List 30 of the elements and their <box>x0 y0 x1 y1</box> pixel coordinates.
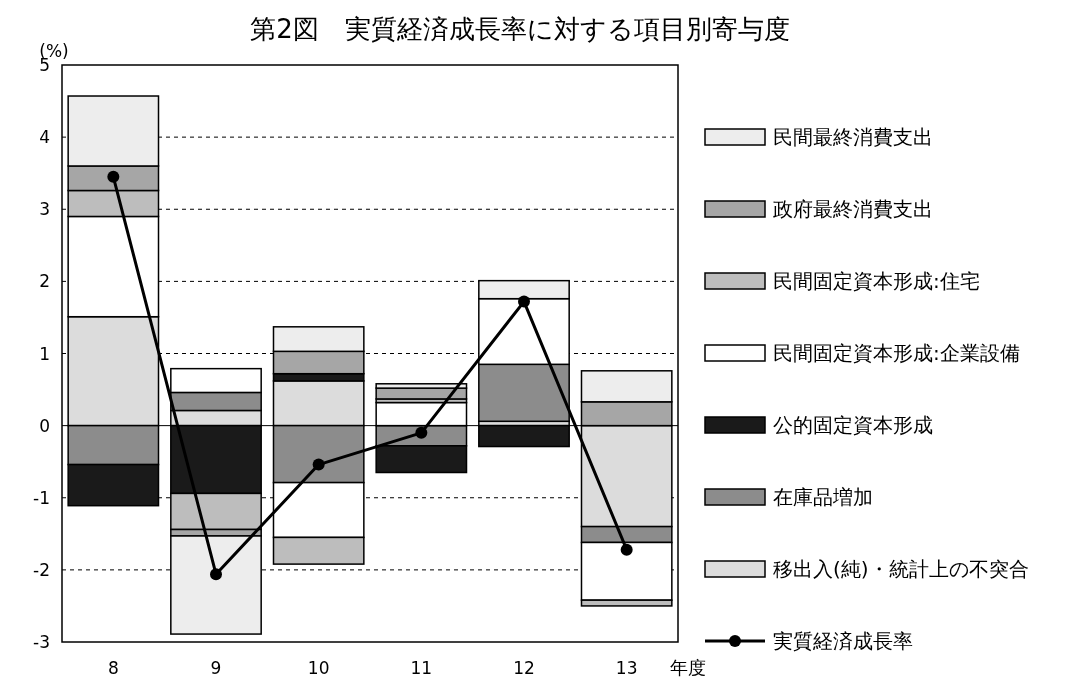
legend-label: 公的固定資本形成 <box>773 413 933 437</box>
legend-label: 実質経済成長率 <box>773 629 913 653</box>
x-tick-label: 11 <box>410 658 433 678</box>
y-tick-label: 0 <box>39 415 50 436</box>
legend-label: 民間固定資本形成:企業設備 <box>773 341 1020 365</box>
y-tick-label: -3 <box>33 632 50 652</box>
y-tick-label: -2 <box>33 559 50 580</box>
x-tick-label: 13 <box>615 658 638 678</box>
y-tick-label: 3 <box>39 199 50 220</box>
legend-label: 在庫品増加 <box>773 485 873 509</box>
x-tick-label: 10 <box>307 658 330 678</box>
x-tick-label: 9 <box>210 658 222 678</box>
y-tick-label: 2 <box>39 271 50 292</box>
point <box>312 458 325 471</box>
point <box>415 426 428 439</box>
legend-label: 移出入(純)・統計上の不突合 <box>773 557 1029 581</box>
legend-label: 民間固定資本形成:住宅 <box>773 269 980 293</box>
legend-label: 民間最終消費支出 <box>773 125 933 149</box>
chart-title: 第2図 実質経済成長率に対する項目別寄与度 <box>250 14 790 44</box>
legend-label: 政府最終消費支出 <box>773 197 933 221</box>
y-tick-label: 1 <box>39 343 50 364</box>
y-tick-label: -1 <box>33 487 50 508</box>
x-tick-label: 12 <box>513 658 535 678</box>
y-tick-label: 4 <box>39 127 50 148</box>
x-tick-label: 8 <box>107 658 119 678</box>
point <box>518 295 530 308</box>
x-axis-title: 年度 <box>670 657 706 678</box>
point <box>620 543 633 556</box>
point <box>107 170 120 183</box>
point <box>210 568 222 581</box>
